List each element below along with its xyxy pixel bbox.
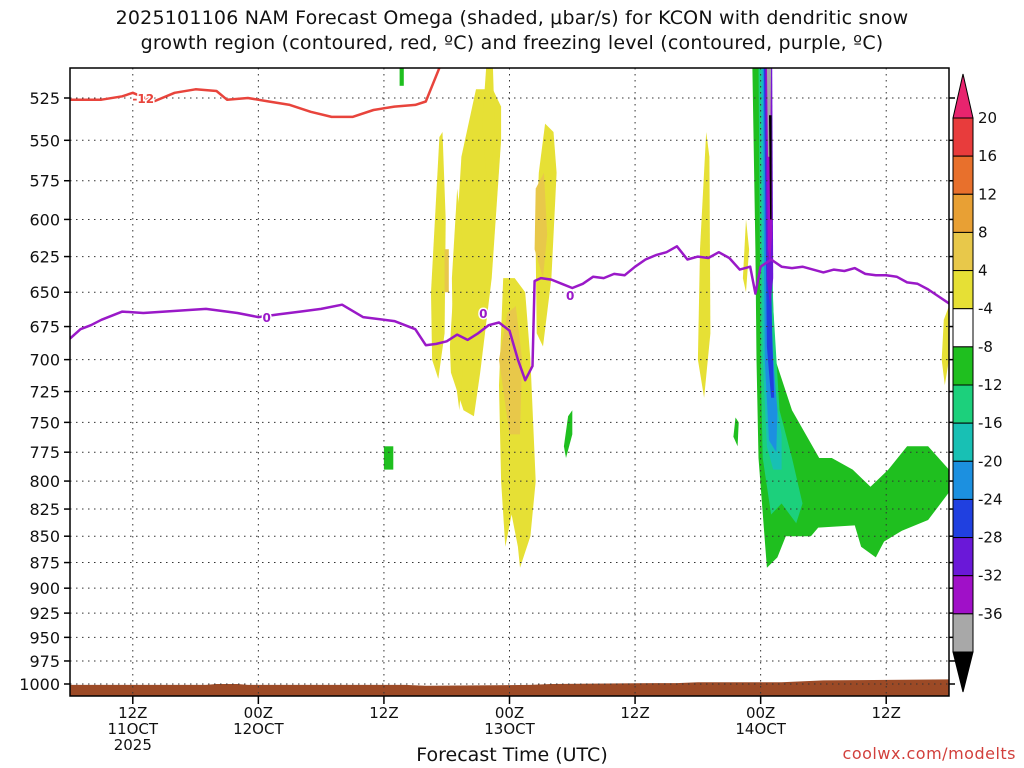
y-tick-label-600: 600 [29,210,60,229]
colorbar-swatch-5 [952,308,974,348]
omega-region-9 [499,306,523,435]
x-axis-title: Forecast Time (UTC) [416,744,608,766]
colorbar-swatch-4 [952,270,974,310]
omega-region-14 [399,68,404,86]
omega-region-13 [563,410,573,458]
colorbar-label--4: -4 [978,300,993,318]
colorbar-label--28: -28 [978,529,1003,547]
omega-region-15 [733,417,739,447]
colorbar-swatch-12 [952,575,974,615]
y-tick-label-725: 725 [29,383,60,402]
contour-line-0 [70,68,441,119]
colorbar-swatch-0 [952,117,974,157]
omega-region-12 [383,446,394,470]
x-tick-label-78-1: 12Z [872,704,901,722]
colorbar-swatch-13 [952,613,974,653]
colorbar-swatch-8 [952,422,974,462]
colorbar-label-16: 16 [978,147,997,165]
omega-region-10 [534,172,548,279]
colorbar-swatch-9 [952,460,974,500]
omega-region-2 [451,188,464,411]
colorbar-label-8: 8 [978,223,988,241]
y-tick-label-900: 900 [29,579,60,598]
contour-label-1-1: 0 [479,307,487,321]
x-tick-label-6-3: 2025 [114,736,152,754]
y-tick-label-525: 525 [29,89,60,108]
y-tick-label-775: 775 [29,443,60,462]
y-tick-label-675: 675 [29,318,60,337]
colorbar-label--12: -12 [978,376,1003,394]
x-tick-label-30-1: 12Z [369,704,398,722]
x-tick-label-54-1: 12Z [620,704,649,722]
ground-surface [70,679,949,696]
x-tick-label-66-2: 14OCT [735,720,786,738]
contour-label-1-2: 0 [566,289,574,303]
plot-area: -12 0 0 0 [70,68,949,696]
omega-region-8 [941,306,949,386]
y-tick-label-700: 700 [29,351,60,370]
omega-region-3 [482,68,495,205]
colorbar-label--20: -20 [978,452,1003,470]
x-tick-label-42-2: 13OCT [484,720,535,738]
chart-title-line1: 2025101106 NAM Forecast Omega (shaded, μ… [115,7,909,29]
colorbar-swatch-7 [952,384,974,424]
colorbar-swatch-6 [952,346,974,386]
chart-title-line2: growth region (contoured, red, ºC) and f… [140,32,884,54]
y-tick-label-925: 925 [29,604,60,623]
contour-label-1-0: 0 [263,311,271,325]
colorbar-label--16: -16 [978,414,1003,432]
omega-region-7 [742,219,750,293]
omega-region-16 [752,68,949,568]
y-tick-label-825: 825 [29,500,60,519]
chart-title: 2025101106 NAM Forecast Omega (shaded, μ… [0,6,1024,56]
y-axis: 525 550 575 600 625 650 675 700 725 750 775 800 825 8… [19,89,955,694]
y-tick-label-800: 800 [29,472,60,491]
colorbar-swatch-10 [952,498,974,539]
colorbar: 20 16 12 8 4 -4 -8 -12 -16 -20 -24 -28 -32 -36 [952,73,1003,693]
colorbar-label-12: 12 [978,185,997,203]
colorbar-swatch-3 [952,231,974,272]
colorbar-label--36: -36 [978,605,1003,623]
omega-region-11 [444,249,449,293]
omega-region-6 [697,132,711,398]
colorbar-label--32: -32 [978,567,1003,585]
y-tick-label-950: 950 [29,628,60,647]
y-tick-label-550: 550 [29,131,60,150]
y-tick-label-875: 875 [29,554,60,573]
y-tick-label-650: 650 [29,283,60,302]
x-tick-label-66-1: 00Z [746,704,775,722]
colorbar-label--24: -24 [978,490,1003,508]
x-tick-label-18-2: 12OCT [233,720,284,738]
omega-region-24 [769,115,772,220]
colorbar-arrow-bottom [952,651,974,693]
y-tick-label-850: 850 [29,527,60,546]
y-tick-label-575: 575 [29,172,60,191]
omega-region-1 [431,132,446,379]
y-tick-label-1000: 1000 [19,675,60,694]
colorbar-swatch-1 [952,155,974,195]
y-tick-label-625: 625 [29,248,60,267]
x-tick-label-6-2: 11OCT [108,720,159,738]
contour-label-0-0: -12 [132,92,154,106]
y-tick-label-975: 975 [29,652,60,671]
x-tick-label-18-1: 00Z [244,704,273,722]
colorbar-arrow-top [952,73,974,119]
y-tick-label-750: 750 [29,413,60,432]
colorbar-label-4: 4 [978,262,988,280]
contour-line-1 [70,245,949,382]
x-tick-label-6-1: 12Z [118,704,147,722]
credit-link[interactable]: coolwx.com/modelts [842,744,1016,763]
colorbar-label--8: -8 [978,338,993,356]
colorbar-label-20: 20 [978,109,997,127]
x-tick-label-42-1: 00Z [495,704,524,722]
colorbar-swatch-2 [952,193,974,233]
grid-lines [70,68,949,696]
colorbar-swatch-11 [952,537,974,577]
